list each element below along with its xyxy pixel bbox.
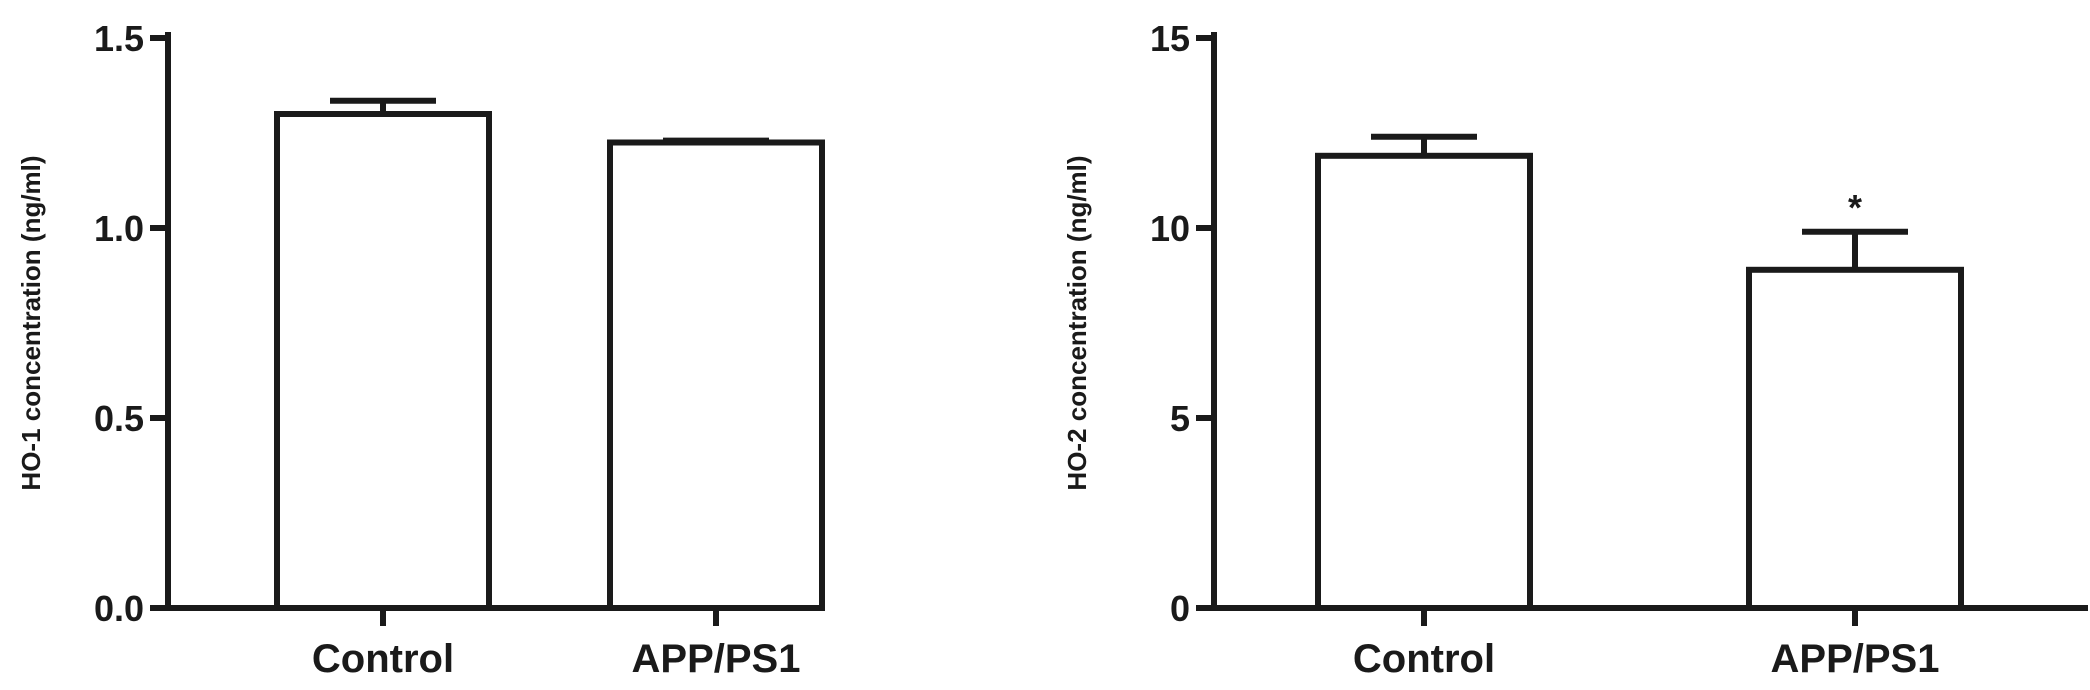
panel-2-bar-1 <box>1315 152 1533 612</box>
panel-1-y-tick-label-2: 0.5 <box>94 398 144 439</box>
panel-1-category-label-2: APP/PS1 <box>632 637 801 681</box>
panel-1-y-tick-label-3: 1.0 <box>94 208 144 249</box>
panel-2-y-tick-label-4: 15 <box>1150 18 1190 59</box>
panel-2-y-tick-label-3: 10 <box>1150 208 1190 249</box>
panel-1-category-label-1: Control <box>312 637 454 681</box>
panel-2-significance-marker-2: * <box>1848 187 1862 228</box>
panel-2-category-label-1: Control <box>1353 637 1495 681</box>
panel-1-bar-2 <box>607 139 825 611</box>
panel-1-bar-1 <box>274 111 492 611</box>
panel-1-y-tick-label-1: 0.0 <box>94 588 144 629</box>
panel-2-y-axis-label: HO-2 concentration (ng/ml) <box>1062 155 1092 490</box>
panel-2-category-label-2: APP/PS1 <box>1771 637 1940 681</box>
panel-2-y-tick-label-2: 5 <box>1170 398 1190 439</box>
panel-1-y-axis-label: HO-1 concentration (ng/ml) <box>16 155 46 490</box>
panel-2-y-tick-label-1: 0 <box>1170 588 1190 629</box>
panel-2-bar-2 <box>1746 266 1964 611</box>
panel-1-y-tick-label-4: 1.5 <box>94 18 144 59</box>
